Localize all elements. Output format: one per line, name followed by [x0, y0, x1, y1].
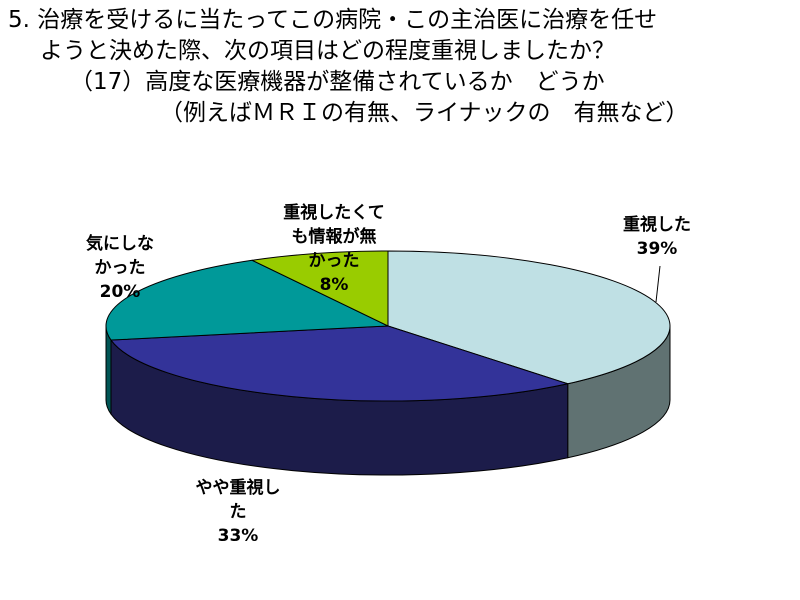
slice-not-concerned: [105, 259, 389, 341]
label-no-information-text: 重視したくて: [283, 202, 385, 223]
label-not-concerned-text: 気にしな: [85, 233, 154, 254]
label-no-information-pct: 8%: [320, 275, 349, 295]
title-line-3: （17）高度な医療機器が整備されているか どうか: [70, 69, 605, 95]
slice-important: [387, 250, 671, 385]
label-important-pct: 39%: [637, 239, 678, 259]
label-somewhat-important-text: た: [230, 502, 247, 522]
chart-title: 5. 治療を受けるに当たってこの病院・この主治医に治療を任せ ようと決めた際、次…: [0, 0, 800, 140]
title-line-4: （例えばＭＲＩの有無、ライナックの 有無など）: [160, 100, 689, 126]
label-leader-line: [655, 265, 661, 303]
label-somewhat-important-text: やや重視し: [196, 477, 281, 498]
title-line-1: 5. 治療を受けるに当たってこの病院・この主治医に治療を任せ: [8, 7, 658, 33]
label-not-concerned-pct: 20%: [100, 282, 141, 302]
label-important-text: 重視した: [623, 214, 691, 235]
label-somewhat-important-pct: 33%: [218, 526, 259, 546]
label-not-concerned-text: かった: [95, 258, 146, 278]
slice-no-information: [251, 250, 389, 327]
title-line-2: ようと決めた際、次の項目はどの程度重視しましたか？: [40, 38, 615, 64]
label-no-information-text: かった: [309, 251, 360, 271]
label-no-information-text: も情報が無: [292, 226, 377, 247]
slice-somewhat-important: [110, 325, 569, 402]
